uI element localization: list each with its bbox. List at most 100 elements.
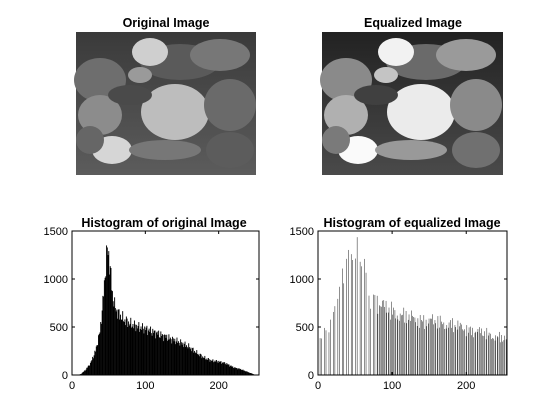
histogram-bar [247, 372, 249, 375]
original-image-title: Original Image [123, 16, 210, 30]
histogram-bar [250, 373, 252, 375]
histogram-bar [232, 366, 234, 375]
histogram-bar [167, 339, 169, 375]
histogram-bar [173, 341, 175, 375]
histogram-bar [248, 372, 250, 375]
histogram-bar [191, 348, 193, 375]
histogram-bar [230, 365, 231, 375]
histogram-bar [111, 290, 113, 375]
histogram-bar [95, 346, 97, 375]
histogram-bar [107, 255, 109, 375]
histogram-bar [82, 372, 84, 375]
histogram-bar [246, 371, 248, 375]
histogram-bar [183, 343, 185, 375]
histogram-bar [106, 245, 108, 375]
histogram-bar [114, 297, 116, 375]
histogram-bar [168, 334, 170, 375]
histogram-bar [86, 367, 88, 375]
histogram-bar [150, 333, 152, 375]
histogram-bar [157, 334, 159, 375]
histogram-bar [175, 341, 177, 375]
histogram-bar [165, 337, 167, 375]
histogram-bar [205, 359, 207, 375]
histogram-bar [231, 366, 233, 375]
histogram-bar [97, 345, 99, 375]
histogram-bar [178, 342, 180, 375]
histogram-bar [106, 247, 108, 375]
x-tick-label: 100 [136, 380, 154, 392]
histogram-bar [189, 349, 191, 375]
histogram-bar [88, 365, 90, 375]
histogram-bar [100, 323, 102, 375]
histogram-bar [172, 336, 174, 375]
histogram-bar [164, 334, 165, 375]
histogram-bar [238, 368, 240, 375]
histogram-bar [249, 372, 251, 375]
histogram-bar [144, 330, 146, 375]
histogram-bar [154, 330, 156, 375]
histogram-bar [129, 323, 131, 375]
histogram-bar [109, 274, 110, 375]
histogram-bar [171, 343, 173, 375]
histogram-bar [116, 309, 118, 375]
histogram-bar [155, 338, 157, 375]
histogram-bar [134, 324, 136, 375]
histogram-bar [127, 327, 129, 375]
histogram-bar [238, 368, 240, 375]
y-tick-label: 1500 [290, 226, 314, 238]
histogram-bar [240, 368, 242, 375]
histogram-bar [232, 367, 234, 375]
histogram-bar [98, 333, 100, 375]
histogram-bar [89, 365, 91, 375]
histogram-bar [151, 335, 153, 375]
x-tick-label: 200 [209, 380, 227, 392]
histogram-bar [206, 358, 208, 375]
histogram-bar [139, 331, 141, 375]
histogram-bar [117, 318, 119, 375]
histogram-bar [150, 326, 152, 375]
histogram-bar [180, 342, 182, 375]
histogram-bar [219, 361, 220, 375]
histogram-bar [147, 335, 149, 375]
histogram-bar [224, 362, 226, 375]
histogram-bar [208, 358, 209, 375]
histogram-bar [239, 369, 241, 375]
histogram-bar [216, 359, 218, 375]
histogram-bar [136, 324, 138, 375]
histogram-bar [177, 341, 179, 375]
histogram-bar [131, 326, 133, 375]
histogram-equalized-title: Histogram of equalized Image [323, 216, 500, 230]
histogram-bar [110, 268, 112, 375]
histogram-bar [160, 331, 162, 375]
histogram-bar [211, 360, 213, 375]
histogram-bar [114, 308, 116, 375]
histogram-bar [201, 358, 203, 375]
histogram-bar [126, 318, 128, 375]
histogram-bar [125, 316, 127, 375]
histogram-bar [147, 330, 149, 375]
histogram-bar [245, 371, 247, 375]
histogram-bar [83, 371, 85, 375]
histogram-bar [236, 368, 238, 375]
histogram-bar [84, 370, 86, 375]
histogram-bar [131, 327, 132, 375]
histogram-bar [219, 361, 221, 375]
histogram-bar [198, 353, 200, 375]
histogram-bar [188, 343, 190, 375]
y-tick-label: 1500 [44, 226, 68, 238]
histogram-bar [124, 319, 126, 375]
histogram-bar [229, 366, 231, 375]
histogram-bar [161, 334, 163, 375]
histogram-bar [235, 367, 237, 375]
histogram-bar [187, 348, 189, 375]
histogram-bar [119, 319, 121, 375]
histogram-bar [213, 361, 215, 375]
histogram-bar [243, 370, 245, 375]
y-tick-label: 1000 [290, 274, 314, 286]
histogram-bar [169, 339, 171, 375]
histogram-bar [210, 359, 212, 375]
histogram-bar [174, 338, 176, 375]
histogram-bar [123, 321, 125, 375]
histogram-bar [204, 355, 206, 375]
